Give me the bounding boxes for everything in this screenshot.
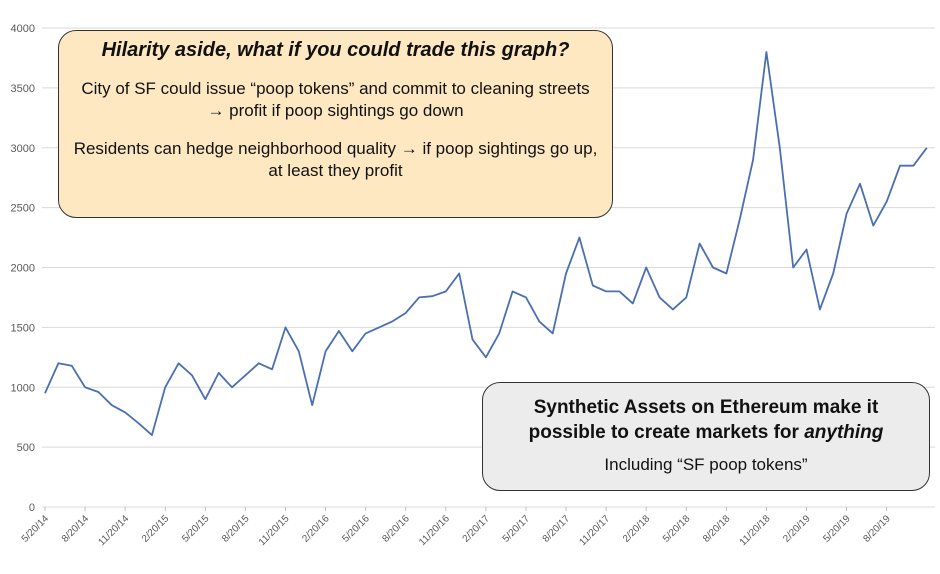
x-tick-label: 8/20/15 bbox=[220, 513, 252, 545]
callout-box: Hilarity aside, what if you could trade … bbox=[58, 30, 613, 218]
x-tick-label: 11/20/18 bbox=[738, 513, 773, 548]
x-tick-label: 8/20/19 bbox=[861, 513, 893, 545]
callout-title-text: Synthetic Assets on Ethereum make it pos… bbox=[528, 397, 879, 443]
x-tick-label: 11/20/17 bbox=[577, 513, 612, 548]
x-tick-label: 2/20/16 bbox=[300, 513, 332, 545]
callout-text: Residents can hedge neighborhood quality… bbox=[73, 139, 598, 180]
callout-title: Synthetic Assets on Ethereum make it pos… bbox=[497, 395, 915, 445]
x-tick-label: 8/20/18 bbox=[701, 513, 733, 545]
x-tick-label: 5/20/16 bbox=[340, 513, 372, 545]
x-tick-label: 2/20/18 bbox=[621, 513, 653, 545]
x-tick-label: 8/20/16 bbox=[380, 513, 412, 545]
y-tick-label: 3000 bbox=[11, 143, 35, 155]
x-tick-label: 5/20/17 bbox=[501, 513, 533, 545]
y-tick-label: 4000 bbox=[11, 23, 35, 35]
x-tick-label: 11/20/15 bbox=[257, 513, 292, 548]
data-line bbox=[44, 51, 928, 436]
x-tick-label: 5/20/18 bbox=[661, 513, 693, 545]
y-tick-label: 500 bbox=[17, 442, 35, 454]
x-tick-label: 5/20/14 bbox=[20, 513, 52, 545]
callout-box: Synthetic Assets on Ethereum make it pos… bbox=[482, 382, 930, 491]
y-tick-label: 2000 bbox=[11, 263, 35, 275]
callout-text: Including “SF poop tokens” bbox=[604, 455, 808, 474]
y-tick-label: 2500 bbox=[11, 203, 35, 215]
callout-title-emphasis: anything bbox=[804, 422, 884, 443]
callout-text: City of SF could issue “poop tokens” and… bbox=[81, 79, 590, 120]
x-tick-label: 8/20/17 bbox=[541, 513, 573, 545]
x-tick-label: 5/20/19 bbox=[821, 513, 853, 545]
x-tick-label: 11/20/16 bbox=[417, 513, 452, 548]
y-tick-label: 0 bbox=[29, 502, 35, 514]
x-tick-label: 8/20/14 bbox=[60, 513, 92, 545]
x-tick-label: 2/20/15 bbox=[140, 513, 172, 545]
x-tick-label: 11/20/14 bbox=[97, 513, 132, 548]
x-tick-label: 5/20/15 bbox=[180, 513, 212, 545]
x-tick-label: 2/20/19 bbox=[781, 513, 813, 545]
y-tick-label: 1000 bbox=[11, 382, 35, 394]
y-tick-label: 1500 bbox=[11, 322, 35, 334]
callout-title: Hilarity aside, what if you could trade … bbox=[101, 39, 570, 61]
x-tick-label: 2/20/17 bbox=[461, 513, 493, 545]
y-tick-label: 3500 bbox=[11, 83, 35, 95]
